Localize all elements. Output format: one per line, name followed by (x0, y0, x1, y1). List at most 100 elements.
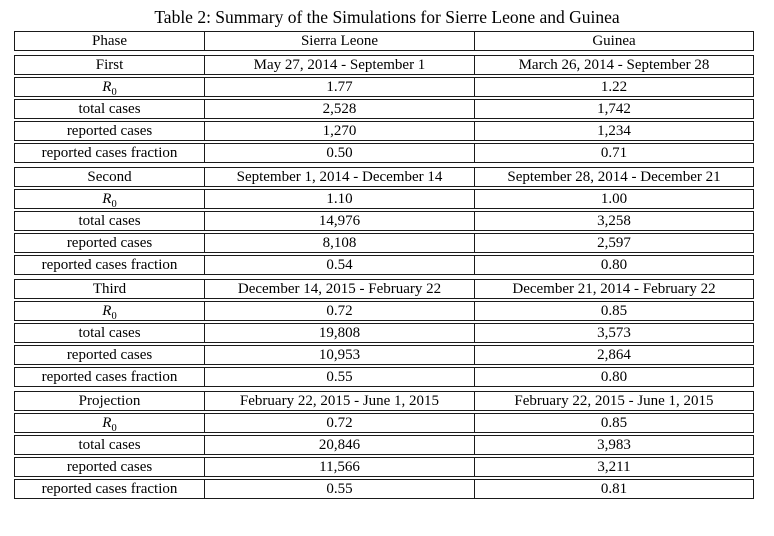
table-caption: Table 2: Summary of the Simulations for … (154, 7, 620, 27)
reported-fraction-row: reported cases fraction 0.55 0.81 (14, 479, 754, 499)
value-cell-gn: 0.85 (475, 301, 754, 321)
phase-period-row: Projection February 22, 2015 - June 1, 2… (14, 391, 754, 411)
value-cell-sl: 1.10 (205, 189, 475, 209)
row-label-cell: total cases (14, 211, 205, 231)
r0-row: R0 1.77 1.22 (14, 77, 754, 97)
row-label-cell: reported cases fraction (14, 479, 205, 499)
total-cases-row: total cases 19,808 3,573 (14, 323, 754, 343)
period-cell-gn: September 28, 2014 - December 21 (475, 167, 754, 187)
reported-cases-row: reported cases 11,566 3,211 (14, 457, 754, 477)
total-cases-row: total cases 14,976 3,258 (14, 211, 754, 231)
summary-table: Phase Sierra Leone Guinea First May 27, … (14, 29, 760, 501)
phase-period-row: Third December 14, 2015 - February 22 De… (14, 279, 754, 299)
r0-label-cell: R0 (14, 301, 205, 321)
value-cell-gn: 0.80 (475, 367, 754, 387)
phase-block-second: Second September 1, 2014 - December 14 S… (14, 165, 754, 277)
total-cases-row: total cases 20,846 3,983 (14, 435, 754, 455)
value-cell-sl: 1.77 (205, 77, 475, 97)
phase-name-cell: Second (14, 167, 205, 187)
r0-row: R0 0.72 0.85 (14, 413, 754, 433)
value-cell-sl: 2,528 (205, 99, 475, 119)
value-cell-gn: 3,258 (475, 211, 754, 231)
r0-subscript: 0 (111, 87, 117, 97)
period-cell-sl: December 14, 2015 - February 22 (205, 279, 475, 299)
value-cell-sl: 8,108 (205, 233, 475, 253)
value-cell-sl: 20,846 (205, 435, 475, 455)
r0-subscript: 0 (111, 199, 117, 209)
row-label-cell: total cases (14, 435, 205, 455)
value-cell-gn: 0.71 (475, 143, 754, 163)
value-cell-gn: 0.85 (475, 413, 754, 433)
value-cell-gn: 2,597 (475, 233, 754, 253)
phase-block-third: Third December 14, 2015 - February 22 De… (14, 277, 754, 389)
row-label-cell: total cases (14, 99, 205, 119)
value-cell-gn: 2,864 (475, 345, 754, 365)
reported-fraction-row: reported cases fraction 0.54 0.80 (14, 255, 754, 275)
value-cell-gn: 3,573 (475, 323, 754, 343)
header-row: Phase Sierra Leone Guinea (14, 31, 754, 51)
value-cell-gn: 3,211 (475, 457, 754, 477)
period-cell-gn: February 22, 2015 - June 1, 2015 (475, 391, 754, 411)
phase-name-cell: Projection (14, 391, 205, 411)
table-header: Phase Sierra Leone Guinea (14, 29, 754, 53)
value-cell-sl: 0.55 (205, 479, 475, 499)
r0-label-cell: R0 (14, 413, 205, 433)
value-cell-sl: 0.54 (205, 255, 475, 275)
column-header-guinea: Guinea (475, 31, 754, 51)
value-cell-sl: 19,808 (205, 323, 475, 343)
column-header-phase: Phase (14, 31, 205, 51)
reported-fraction-row: reported cases fraction 0.55 0.80 (14, 367, 754, 387)
row-label-cell: reported cases (14, 345, 205, 365)
row-label-cell: reported cases fraction (14, 143, 205, 163)
phase-period-row: Second September 1, 2014 - December 14 S… (14, 167, 754, 187)
row-label-cell: total cases (14, 323, 205, 343)
value-cell-gn: 1,742 (475, 99, 754, 119)
period-cell-sl: February 22, 2015 - June 1, 2015 (205, 391, 475, 411)
phase-block-projection: Projection February 22, 2015 - June 1, 2… (14, 389, 754, 501)
value-cell-sl: 0.72 (205, 413, 475, 433)
value-cell-gn: 3,983 (475, 435, 754, 455)
reported-cases-row: reported cases 10,953 2,864 (14, 345, 754, 365)
reported-cases-row: reported cases 8,108 2,597 (14, 233, 754, 253)
value-cell-gn: 0.80 (475, 255, 754, 275)
r0-row: R0 1.10 1.00 (14, 189, 754, 209)
r0-symbol: R (102, 191, 112, 207)
row-label-cell: reported cases fraction (14, 367, 205, 387)
value-cell-gn: 1,234 (475, 121, 754, 141)
r0-label-cell: R0 (14, 189, 205, 209)
period-cell-gn: March 26, 2014 - September 28 (475, 55, 754, 75)
phase-period-row: First May 27, 2014 - September 1 March 2… (14, 55, 754, 75)
value-cell-sl: 10,953 (205, 345, 475, 365)
total-cases-row: total cases 2,528 1,742 (14, 99, 754, 119)
value-cell-sl: 11,566 (205, 457, 475, 477)
phase-name-cell: Third (14, 279, 205, 299)
reported-cases-row: reported cases 1,270 1,234 (14, 121, 754, 141)
r0-subscript: 0 (111, 423, 117, 433)
period-cell-sl: May 27, 2014 - September 1 (205, 55, 475, 75)
phase-name-cell: First (14, 55, 205, 75)
value-cell-sl: 0.55 (205, 367, 475, 387)
r0-row: R0 0.72 0.85 (14, 301, 754, 321)
column-header-sierra-leone: Sierra Leone (205, 31, 475, 51)
row-label-cell: reported cases fraction (14, 255, 205, 275)
row-label-cell: reported cases (14, 457, 205, 477)
value-cell-sl: 0.50 (205, 143, 475, 163)
row-label-cell: reported cases (14, 121, 205, 141)
r0-symbol: R (102, 415, 112, 431)
period-cell-gn: December 21, 2014 - February 22 (475, 279, 754, 299)
r0-symbol: R (102, 303, 112, 319)
value-cell-gn: 1.00 (475, 189, 754, 209)
value-cell-sl: 14,976 (205, 211, 475, 231)
value-cell-sl: 1,270 (205, 121, 475, 141)
phase-block-first: First May 27, 2014 - September 1 March 2… (14, 53, 754, 165)
r0-symbol: R (102, 79, 112, 95)
row-label-cell: reported cases (14, 233, 205, 253)
r0-label-cell: R0 (14, 77, 205, 97)
r0-subscript: 0 (111, 311, 117, 321)
value-cell-sl: 0.72 (205, 301, 475, 321)
period-cell-sl: September 1, 2014 - December 14 (205, 167, 475, 187)
reported-fraction-row: reported cases fraction 0.50 0.71 (14, 143, 754, 163)
value-cell-gn: 0.81 (475, 479, 754, 499)
value-cell-gn: 1.22 (475, 77, 754, 97)
